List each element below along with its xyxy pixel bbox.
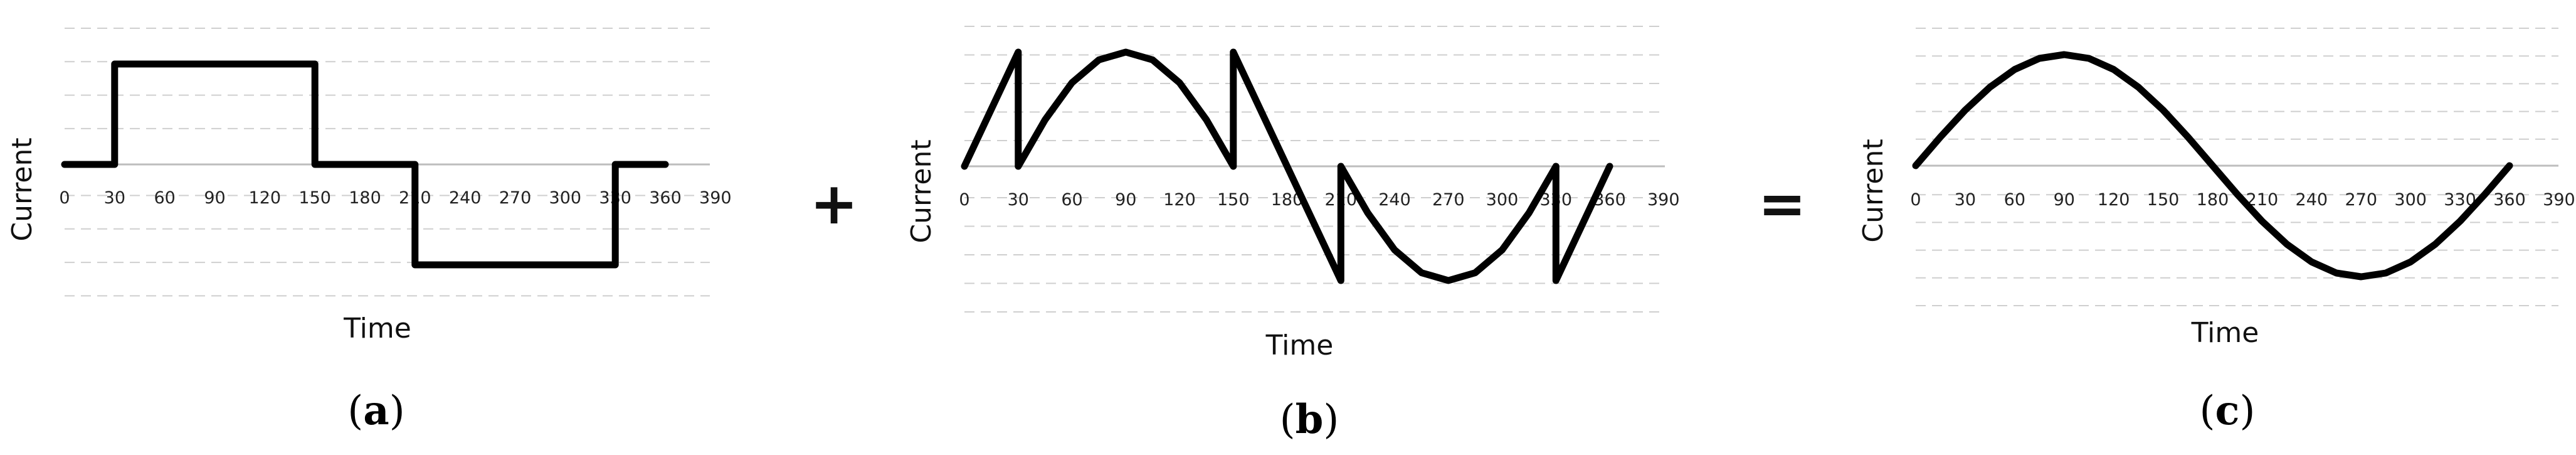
x-tick-label: 90 [1115,190,1136,210]
x-tick-label: 30 [1955,190,1976,210]
x-tick-label: 390 [699,188,732,208]
x-tick-label: 180 [2197,190,2229,210]
current-waveform [961,48,1613,284]
x-tick-label: 0 [1910,190,1921,210]
x-tick-label: 150 [1217,190,1250,210]
x-tick-label: 360 [2493,190,2526,210]
x-tick-label: 90 [204,188,225,208]
chart-panel-b: 0 30 60 90 120 150 180 210 240 270 300 330 360 390Tim… [905,26,1680,443]
y-axis-title: Current [905,139,937,243]
x-tick-label: 90 [2054,190,2075,210]
x-axis-title: Time [2191,317,2259,349]
y-axis-title: Current [1857,139,1889,242]
x-tick-label: 120 [1163,190,1196,210]
x-tick-label: 120 [2098,190,2130,210]
x-tick-label: 270 [2345,190,2377,210]
x-tick-label: 60 [1061,190,1082,210]
chart-panel-c: 0 30 60 90 120 150 180 210 240 270 300 330 360 390Tim… [1857,28,2575,434]
x-tick-label: 360 [649,188,682,208]
panel-label: (a) [347,387,404,434]
x-tick-label: 270 [499,188,532,208]
chart-panel-a: 0 30 60 90 120 150 180 210 240 270 300 330 360 390Tim… [6,28,732,434]
x-tick-label: 30 [1008,190,1029,210]
current-waveform [61,60,669,269]
x-tick-label: 300 [549,188,582,208]
x-tick-label: 150 [2147,190,2180,210]
x-tick-label: 180 [349,188,381,208]
x-tick-label: 30 [104,188,125,208]
x-tick-label: 0 [59,188,70,208]
x-tick-label: 240 [2296,190,2328,210]
plus-operator: + [810,170,858,237]
current-waveform [1912,51,2513,281]
x-tick-label: 60 [2004,190,2025,210]
x-tick-label: 300 [2394,190,2427,210]
panel-label: (c) [2200,387,2256,434]
x-tick-label: 390 [2543,190,2575,210]
x-tick-label: 0 [959,190,969,210]
x-axis-title: Time [1265,329,1334,361]
x-tick-label: 150 [298,188,331,208]
x-tick-label: 390 [1647,190,1680,210]
equals-operator: = [1758,170,1806,237]
x-tick-label: 270 [1432,190,1465,210]
y-axis-title: Current [6,137,38,241]
x-axis-title: Time [343,313,411,345]
x-tick-label: 300 [1486,190,1519,210]
x-tick-label: 240 [1378,190,1411,210]
x-tick-label: 240 [449,188,482,208]
x-tick-label: 120 [249,188,282,208]
panel-label: (b) [1280,396,1339,443]
x-tick-label: 60 [154,188,175,208]
